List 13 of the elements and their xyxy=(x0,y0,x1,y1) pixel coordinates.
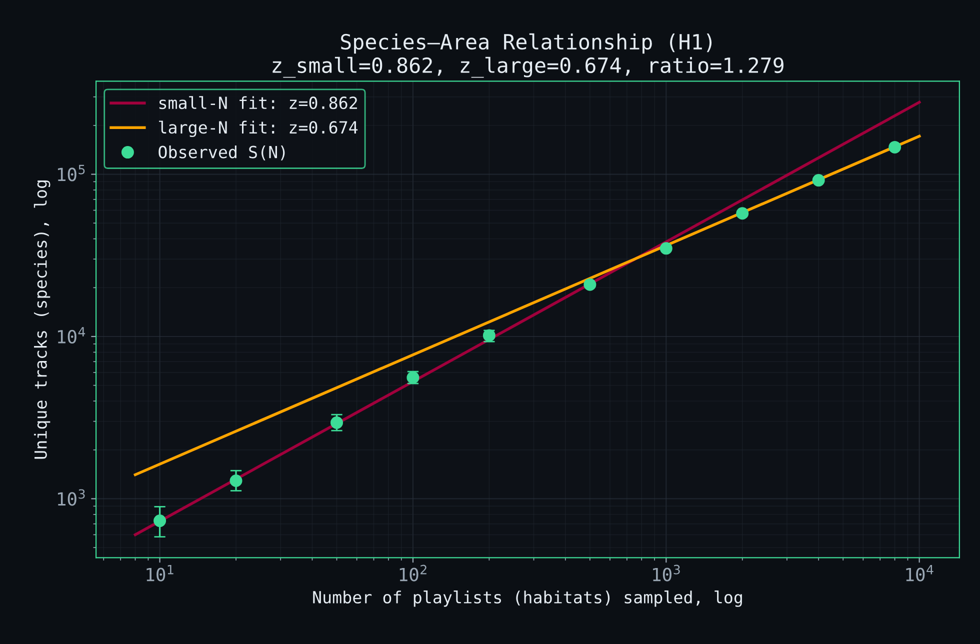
y-tick-label: 10$^{4}$ xyxy=(58,327,86,344)
x-tick-label: 10$^{4}$ xyxy=(906,564,934,582)
legend-label: small-N fit: z=0.862 xyxy=(159,96,357,110)
legend-label: large-N fit: z=0.674 xyxy=(159,120,358,138)
x-tick-label: 10$^{3}$ xyxy=(653,564,680,582)
legend-label: Observed S(N) xyxy=(158,145,285,160)
x-axis-title: Number of playlists (habitats) sampled, log xyxy=(313,590,742,607)
chart-title: Species–Area Relationship (H1) z_small=0.862, z_large=0.674, ratio=1.279 xyxy=(272,33,784,78)
y-tick-label: 10$^{5}$ xyxy=(58,164,85,182)
y-axis-title: Unique tracks (species), log xyxy=(34,180,50,459)
y-tick-label: 10$^{3}$ xyxy=(58,489,85,506)
x-tick-label: 10$^{2}$ xyxy=(400,564,426,582)
x-tick-label: 10$^{1}$ xyxy=(146,564,174,582)
